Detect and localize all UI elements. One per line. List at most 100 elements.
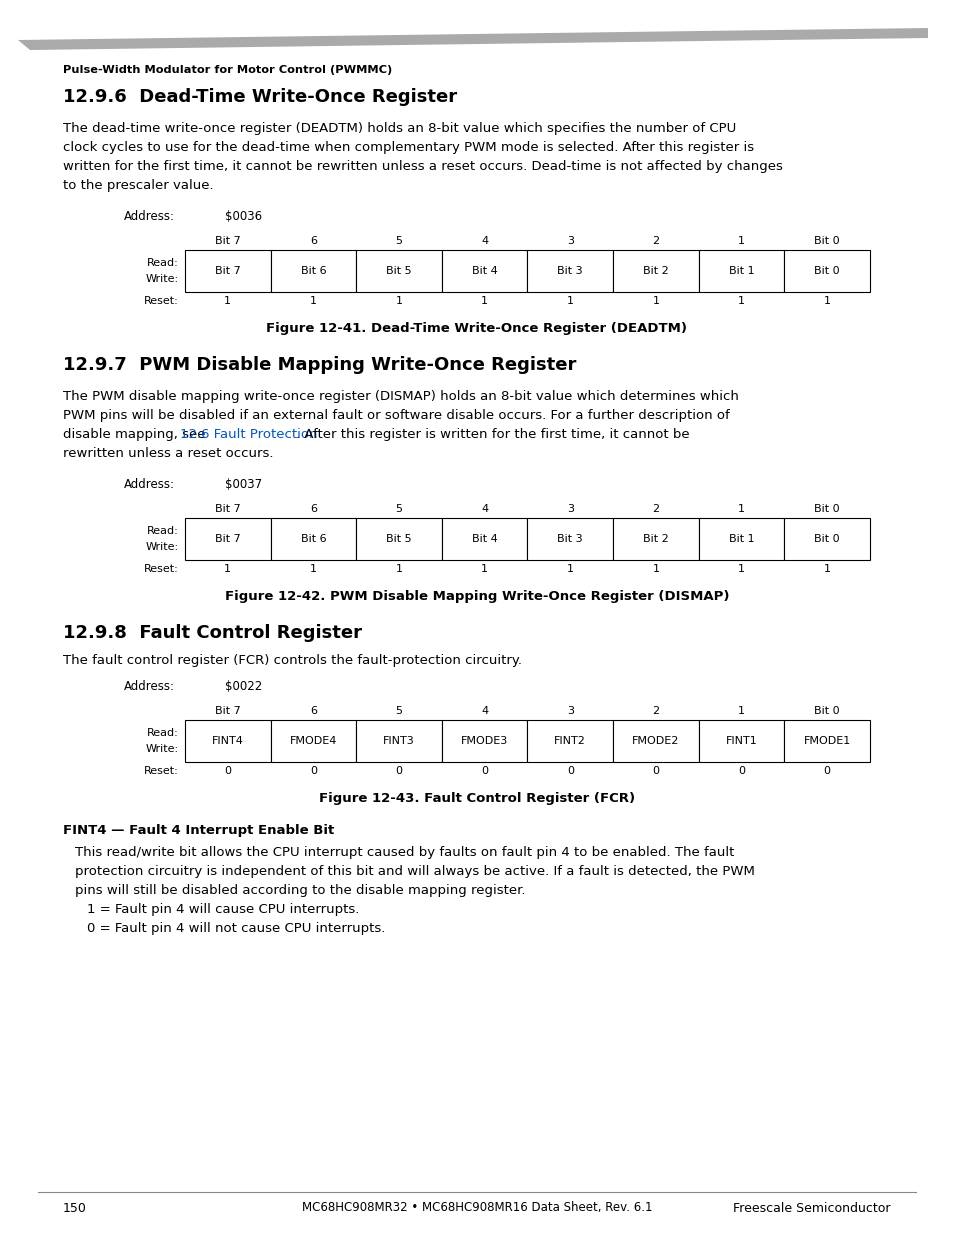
Text: 0: 0 (822, 766, 830, 776)
Text: 4: 4 (480, 504, 488, 514)
Text: Bit 1: Bit 1 (728, 266, 754, 275)
Bar (185, 720, 271, 762)
Text: Bit 1: Bit 1 (728, 534, 754, 543)
Text: Bit 4: Bit 4 (472, 534, 497, 543)
Text: 1: 1 (652, 564, 659, 574)
Text: 1: 1 (738, 564, 744, 574)
Text: 6: 6 (310, 706, 316, 716)
Text: 150: 150 (63, 1202, 87, 1214)
Text: 2: 2 (652, 236, 659, 246)
Bar (271, 517, 355, 559)
Text: Write:: Write: (146, 274, 179, 284)
Text: Reset:: Reset: (144, 296, 179, 306)
Text: 1: 1 (395, 296, 402, 306)
Text: 5: 5 (395, 504, 402, 514)
Text: 5: 5 (395, 236, 402, 246)
Text: 1: 1 (310, 564, 316, 574)
Text: 1: 1 (738, 236, 744, 246)
Text: MC68HC908MR32 • MC68HC908MR16 Data Sheet, Rev. 6.1: MC68HC908MR32 • MC68HC908MR16 Data Sheet… (301, 1202, 652, 1214)
Text: pins will still be disabled according to the disable mapping register.: pins will still be disabled according to… (75, 884, 525, 897)
Text: Bit 0: Bit 0 (814, 266, 840, 275)
Text: FINT3: FINT3 (383, 736, 415, 746)
Bar (441, 249, 527, 291)
Bar (527, 517, 613, 559)
Text: 5: 5 (395, 706, 402, 716)
Text: Bit 7: Bit 7 (214, 236, 240, 246)
Text: 1: 1 (395, 564, 402, 574)
Text: Bit 7: Bit 7 (214, 534, 240, 543)
Bar (441, 720, 527, 762)
Text: Bit 6: Bit 6 (300, 266, 326, 275)
Text: 12.6 Fault Protection: 12.6 Fault Protection (179, 429, 316, 441)
Text: Bit 7: Bit 7 (214, 504, 240, 514)
Text: FMODE4: FMODE4 (290, 736, 336, 746)
Text: 1: 1 (652, 296, 659, 306)
Text: 6: 6 (310, 236, 316, 246)
Text: 3: 3 (566, 706, 573, 716)
Text: FINT4 — Fault 4 Interrupt Enable Bit: FINT4 — Fault 4 Interrupt Enable Bit (63, 824, 334, 837)
Text: clock cycles to use for the dead-time when complementary PWM mode is selected. A: clock cycles to use for the dead-time wh… (63, 141, 753, 154)
Text: Address:: Address: (124, 478, 174, 492)
Text: 1: 1 (566, 296, 573, 306)
Text: 12.9.8  Fault Control Register: 12.9.8 Fault Control Register (63, 624, 361, 642)
Text: Bit 0: Bit 0 (814, 706, 840, 716)
Text: 1: 1 (224, 564, 231, 574)
Text: The PWM disable mapping write-once register (DISMAP) holds an 8-bit value which : The PWM disable mapping write-once regis… (63, 390, 739, 403)
Text: Bit 2: Bit 2 (642, 534, 668, 543)
Text: 0: 0 (566, 766, 573, 776)
Bar (698, 517, 783, 559)
Text: 3: 3 (566, 504, 573, 514)
Bar (698, 249, 783, 291)
Text: Bit 2: Bit 2 (642, 266, 668, 275)
Text: Bit 4: Bit 4 (472, 266, 497, 275)
Text: . After this register is written for the first time, it cannot be: . After this register is written for the… (295, 429, 689, 441)
Text: 0: 0 (652, 766, 659, 776)
Text: 0: 0 (395, 766, 402, 776)
Bar (613, 249, 698, 291)
Bar (441, 517, 527, 559)
Text: 1: 1 (224, 296, 231, 306)
Text: Read:: Read: (147, 526, 179, 536)
Text: Bit 6: Bit 6 (300, 534, 326, 543)
Text: FINT1: FINT1 (725, 736, 757, 746)
Text: written for the first time, it cannot be rewritten unless a reset occurs. Dead-t: written for the first time, it cannot be… (63, 161, 782, 173)
Text: 2: 2 (652, 504, 659, 514)
Text: The dead-time write-once register (DEADTM) holds an 8-bit value which specifies : The dead-time write-once register (DEADT… (63, 122, 736, 135)
Text: 1: 1 (480, 564, 488, 574)
Text: Figure 12-43. Fault Control Register (FCR): Figure 12-43. Fault Control Register (FC… (318, 792, 635, 805)
Text: $0022: $0022 (225, 680, 262, 693)
Text: FINT2: FINT2 (554, 736, 586, 746)
Bar (271, 720, 355, 762)
Bar (527, 249, 613, 291)
Bar (698, 720, 783, 762)
Bar (613, 517, 698, 559)
Text: 1: 1 (738, 296, 744, 306)
Bar (271, 249, 355, 291)
Text: Address:: Address: (124, 680, 174, 693)
Text: 1: 1 (310, 296, 316, 306)
Text: $0036: $0036 (225, 210, 262, 224)
Text: 1: 1 (822, 296, 830, 306)
Text: 4: 4 (480, 706, 488, 716)
Bar (355, 720, 441, 762)
Polygon shape (18, 28, 927, 49)
Text: Figure 12-42. PWM Disable Mapping Write-Once Register (DISMAP): Figure 12-42. PWM Disable Mapping Write-… (225, 590, 728, 603)
Text: Write:: Write: (146, 542, 179, 552)
Text: PWM pins will be disabled if an external fault or software disable occurs. For a: PWM pins will be disabled if an external… (63, 409, 729, 422)
Text: Bit 0: Bit 0 (814, 504, 840, 514)
Text: FMODE2: FMODE2 (632, 736, 679, 746)
Text: $0037: $0037 (225, 478, 262, 492)
Text: 0: 0 (738, 766, 744, 776)
Bar (783, 249, 869, 291)
Text: 2: 2 (652, 706, 659, 716)
Bar (355, 249, 441, 291)
Text: Bit 5: Bit 5 (386, 266, 412, 275)
Text: 3: 3 (566, 236, 573, 246)
Text: FINT4: FINT4 (212, 736, 244, 746)
Text: 0: 0 (224, 766, 231, 776)
Text: 1: 1 (566, 564, 573, 574)
Bar (355, 517, 441, 559)
Text: to the prescaler value.: to the prescaler value. (63, 179, 213, 191)
Text: Bit 3: Bit 3 (557, 266, 582, 275)
Text: This read/write bit allows the CPU interrupt caused by faults on fault pin 4 to : This read/write bit allows the CPU inter… (75, 846, 734, 860)
